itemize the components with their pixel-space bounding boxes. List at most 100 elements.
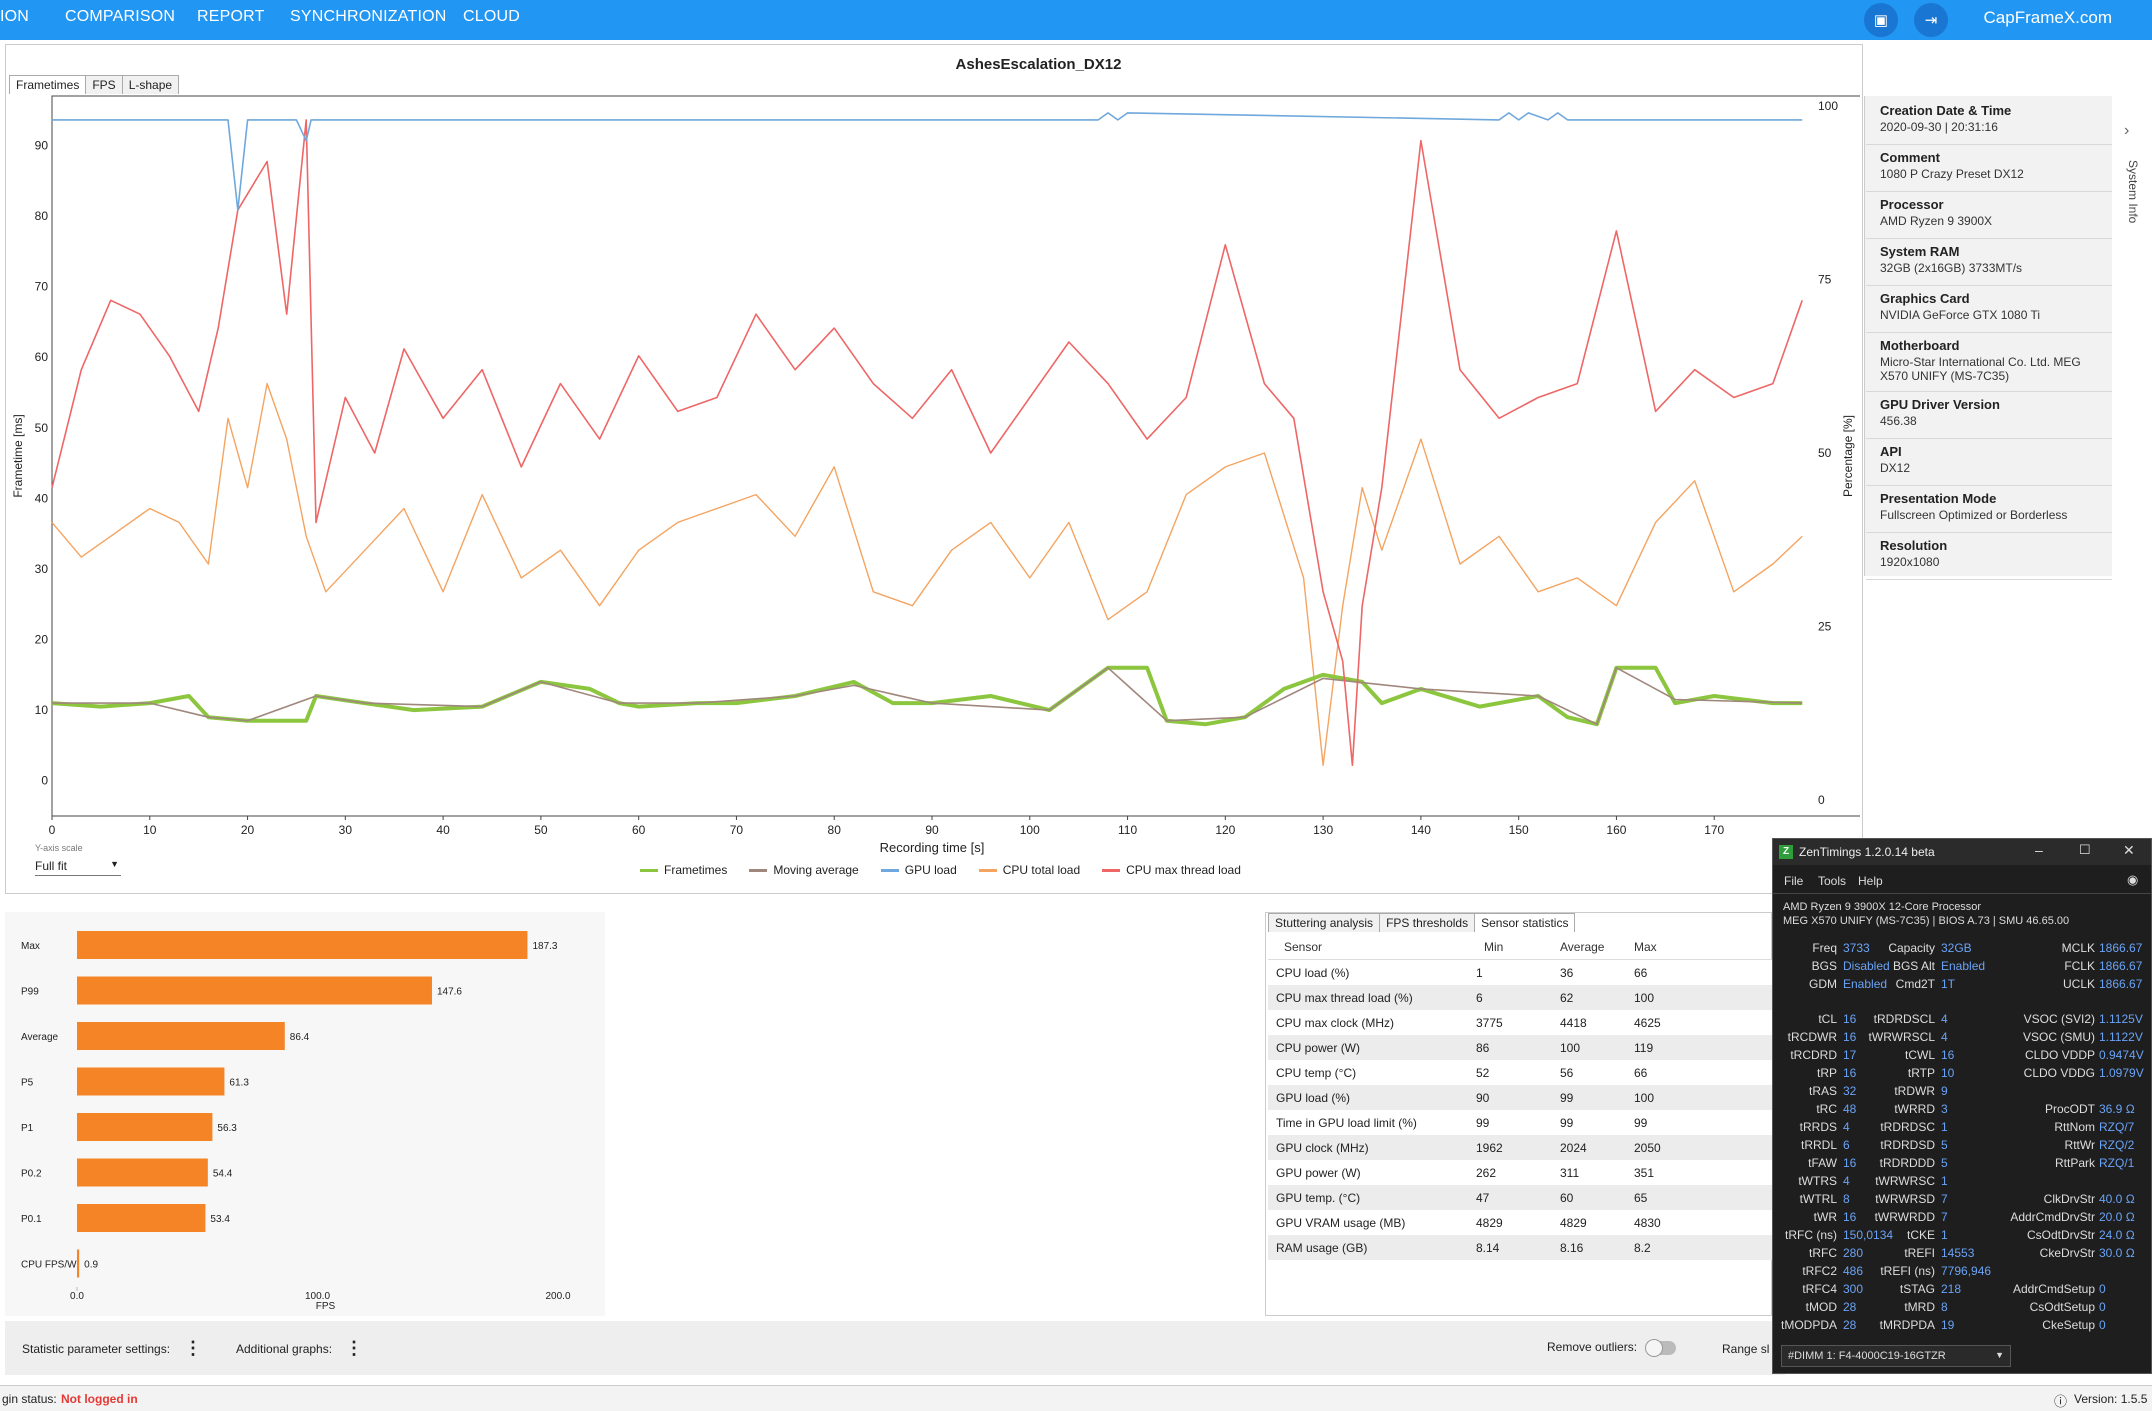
legend-item-gpu-load[interactable]: GPU load xyxy=(880,863,957,877)
additional-graphs-menu-icon[interactable]: ⋮ xyxy=(345,1338,363,1358)
zt-label-clkdrvstr: ClkDrvStr xyxy=(2043,1192,2095,1206)
tab-stuttering-analysis[interactable]: Stuttering analysis xyxy=(1268,913,1381,932)
zt-value-twr: 16 xyxy=(1843,1210,1857,1224)
zt-value-trdrdsd: 5 xyxy=(1941,1138,1948,1152)
zt-value-cmd2t: 1T xyxy=(1941,977,1956,991)
cell-average: 311 xyxy=(1560,1166,1580,1180)
close-icon[interactable]: ✕ xyxy=(2123,842,2135,858)
zt-value-trdrdsc: 1 xyxy=(1941,1120,1948,1134)
bottom-toolbar xyxy=(5,1321,1785,1375)
zt-label-tcl: tCL xyxy=(1818,1012,1837,1026)
zt-value-trc: 48 xyxy=(1843,1102,1857,1116)
y-tick-label: 40 xyxy=(35,491,49,505)
zt-label-trfc: tRFC xyxy=(1809,1246,1837,1260)
x-tick-label: 70 xyxy=(730,823,744,837)
cell-max: 100 xyxy=(1634,1091,1655,1105)
stat-settings-menu-icon[interactable]: ⋮ xyxy=(184,1338,202,1358)
menu-file[interactable]: File xyxy=(1784,874,1804,888)
zt-label-bgs: BGS xyxy=(1811,959,1837,973)
legend-item-moving-average[interactable]: Moving average xyxy=(749,863,859,877)
zt-value-twtrl: 8 xyxy=(1843,1192,1850,1206)
nav-item-report[interactable]: REPORT xyxy=(197,8,265,25)
zt-value-cldo-vddg: 1.0979V xyxy=(2099,1066,2144,1080)
bar-category-label: CPU FPS/W xyxy=(21,1260,77,1271)
frametime-chart: 0 10 20 30 40 50 60 70 80 90 100 110 120 130 140 150 160… xyxy=(11,95,1860,855)
cell-average: 2024 xyxy=(1560,1141,1587,1155)
zt-label-twrwrdd: tWRWRDD xyxy=(1874,1210,1935,1224)
zt-label-ckesetup: CkeSetup xyxy=(2042,1318,2095,1332)
menu-help[interactable]: Help xyxy=(1858,874,1883,888)
legend-label: CPU total load xyxy=(1002,863,1081,877)
cell-average: 99 xyxy=(1560,1091,1574,1105)
legend-item-cpu-total-load[interactable]: CPU total load xyxy=(978,863,1081,877)
zt-label-addrcmdsetup: AddrCmdSetup xyxy=(2012,1282,2095,1296)
zt-label-addrcmddrvstr: AddrCmdDrvStr xyxy=(2010,1210,2095,1224)
x-tick-label: 120 xyxy=(1215,823,1235,837)
zt-value-trtp: 10 xyxy=(1941,1066,1955,1080)
y-right-tick-label: 25 xyxy=(1818,620,1832,634)
zt-value-trdrddd: 5 xyxy=(1941,1156,1948,1170)
zt-value-freq: 3733 xyxy=(1843,941,1870,955)
bar-category-label: P99 xyxy=(21,987,39,998)
zt-value-rttwr: RZQ/2 xyxy=(2099,1138,2135,1152)
header-sensor: Sensor xyxy=(1284,940,1323,954)
system-info-item-api: API DX12 xyxy=(1866,441,2112,486)
tab-fps[interactable]: FPS xyxy=(85,75,123,94)
bar-p99 xyxy=(77,976,432,1005)
legend-item-cpu-max-thread-load[interactable]: CPU max thread load xyxy=(1102,863,1241,877)
zt-value-cldo-vddp: 0.9474V xyxy=(2099,1048,2144,1062)
table-row: CPU max thread load (%) 6 62 100 xyxy=(1268,985,1772,1010)
system-info-item-system-ram: System RAM 32GB (2x16GB) 3733MT/s xyxy=(1866,241,2112,286)
cell-min: 6 xyxy=(1476,991,1483,1005)
bar-category-label: P0.1 xyxy=(21,1214,42,1225)
menu-tools[interactable]: Tools xyxy=(1818,874,1847,888)
fps-bar-chart: Max 187.3 P99 147.6 Average 86.4 P5 61.3 P1 56.3 P… xyxy=(21,931,571,1312)
nav-item-synchronization[interactable]: SYNCHRONIZATION xyxy=(290,8,447,25)
nav-item-cloud[interactable]: CLOUD xyxy=(463,8,521,25)
system-info-value: 456.38 xyxy=(1880,414,1917,428)
zt-value-tmrdpda: 19 xyxy=(1941,1318,1955,1332)
legend-swatch xyxy=(1102,869,1121,873)
zt-value-ckedrvstr: 30.0 Ω xyxy=(2099,1246,2135,1260)
y-axis-label: Frametime [ms] xyxy=(11,414,25,497)
y-axis-scale-select[interactable]: Full fit ▼ xyxy=(35,859,121,876)
bar-value-label: 187.3 xyxy=(532,941,557,952)
table-row: CPU load (%) 1 36 66 xyxy=(1268,960,1772,985)
tab-fps-thresholds[interactable]: FPS thresholds xyxy=(1379,913,1476,932)
x-tick-label: 150 xyxy=(1509,823,1529,837)
nav-item-comparison[interactable]: COMPARISON xyxy=(65,8,176,25)
zt-label-gdm: GDM xyxy=(1809,977,1837,991)
login-icon[interactable]: ⇥ xyxy=(1914,3,1948,37)
table-row: GPU clock (MHz) 1962 2024 2050 xyxy=(1268,1135,1772,1160)
zt-label-trdwr: tRDWR xyxy=(1894,1084,1935,1098)
cell-min: 1962 xyxy=(1476,1141,1503,1155)
brand-link[interactable]: CapFrameX.com xyxy=(1983,8,2112,27)
nav-item-session[interactable]: ION xyxy=(0,8,30,25)
tab-frametimes[interactable]: Frametimes xyxy=(9,75,87,94)
zentimings-logo-icon: Z xyxy=(1779,845,1793,859)
maximize-icon[interactable]: ☐ xyxy=(2079,842,2091,857)
minimize-icon[interactable]: – xyxy=(2035,842,2043,858)
bar-category-label: Max xyxy=(21,941,40,952)
tab-sensor-statistics[interactable]: Sensor statistics xyxy=(1474,913,1576,932)
zt-label-trdrddd: tRDRDDD xyxy=(1879,1156,1935,1170)
x-tick-label: 90 xyxy=(925,823,939,837)
bar-p0-2 xyxy=(77,1158,208,1187)
login-status-value[interactable]: Not logged in xyxy=(61,1392,138,1406)
tab-l-shape[interactable]: L-shape xyxy=(121,75,180,94)
range-slider-label: Range sl xyxy=(1722,1342,1770,1356)
system-info-value: DX12 xyxy=(1880,461,1911,475)
legend-swatch xyxy=(880,869,899,873)
chevron-right-icon[interactable]: › xyxy=(2124,122,2130,139)
table-row: Time in GPU load limit (%) 99 99 99 xyxy=(1268,1110,1772,1135)
camera-icon[interactable]: ◉ xyxy=(2127,872,2139,887)
legend-item-frametimes[interactable]: Frametimes xyxy=(640,863,727,877)
bar-max xyxy=(77,931,528,959)
zt-label-trcdwr: tRCDWR xyxy=(1787,1030,1837,1044)
screenshot-icon[interactable]: ▣ xyxy=(1864,3,1898,37)
dimm-select[interactable]: #DIMM 1: F4-4000C19-16GTZR ▼ xyxy=(1781,1345,2011,1367)
remove-outliers-toggle[interactable] xyxy=(1645,1339,1676,1357)
zt-label-tmod: tMOD xyxy=(1805,1300,1837,1314)
system-info-item-gpu-driver-version: GPU Driver Version 456.38 xyxy=(1866,394,2112,439)
system-info-side-tab[interactable]: System Info xyxy=(2126,160,2140,224)
